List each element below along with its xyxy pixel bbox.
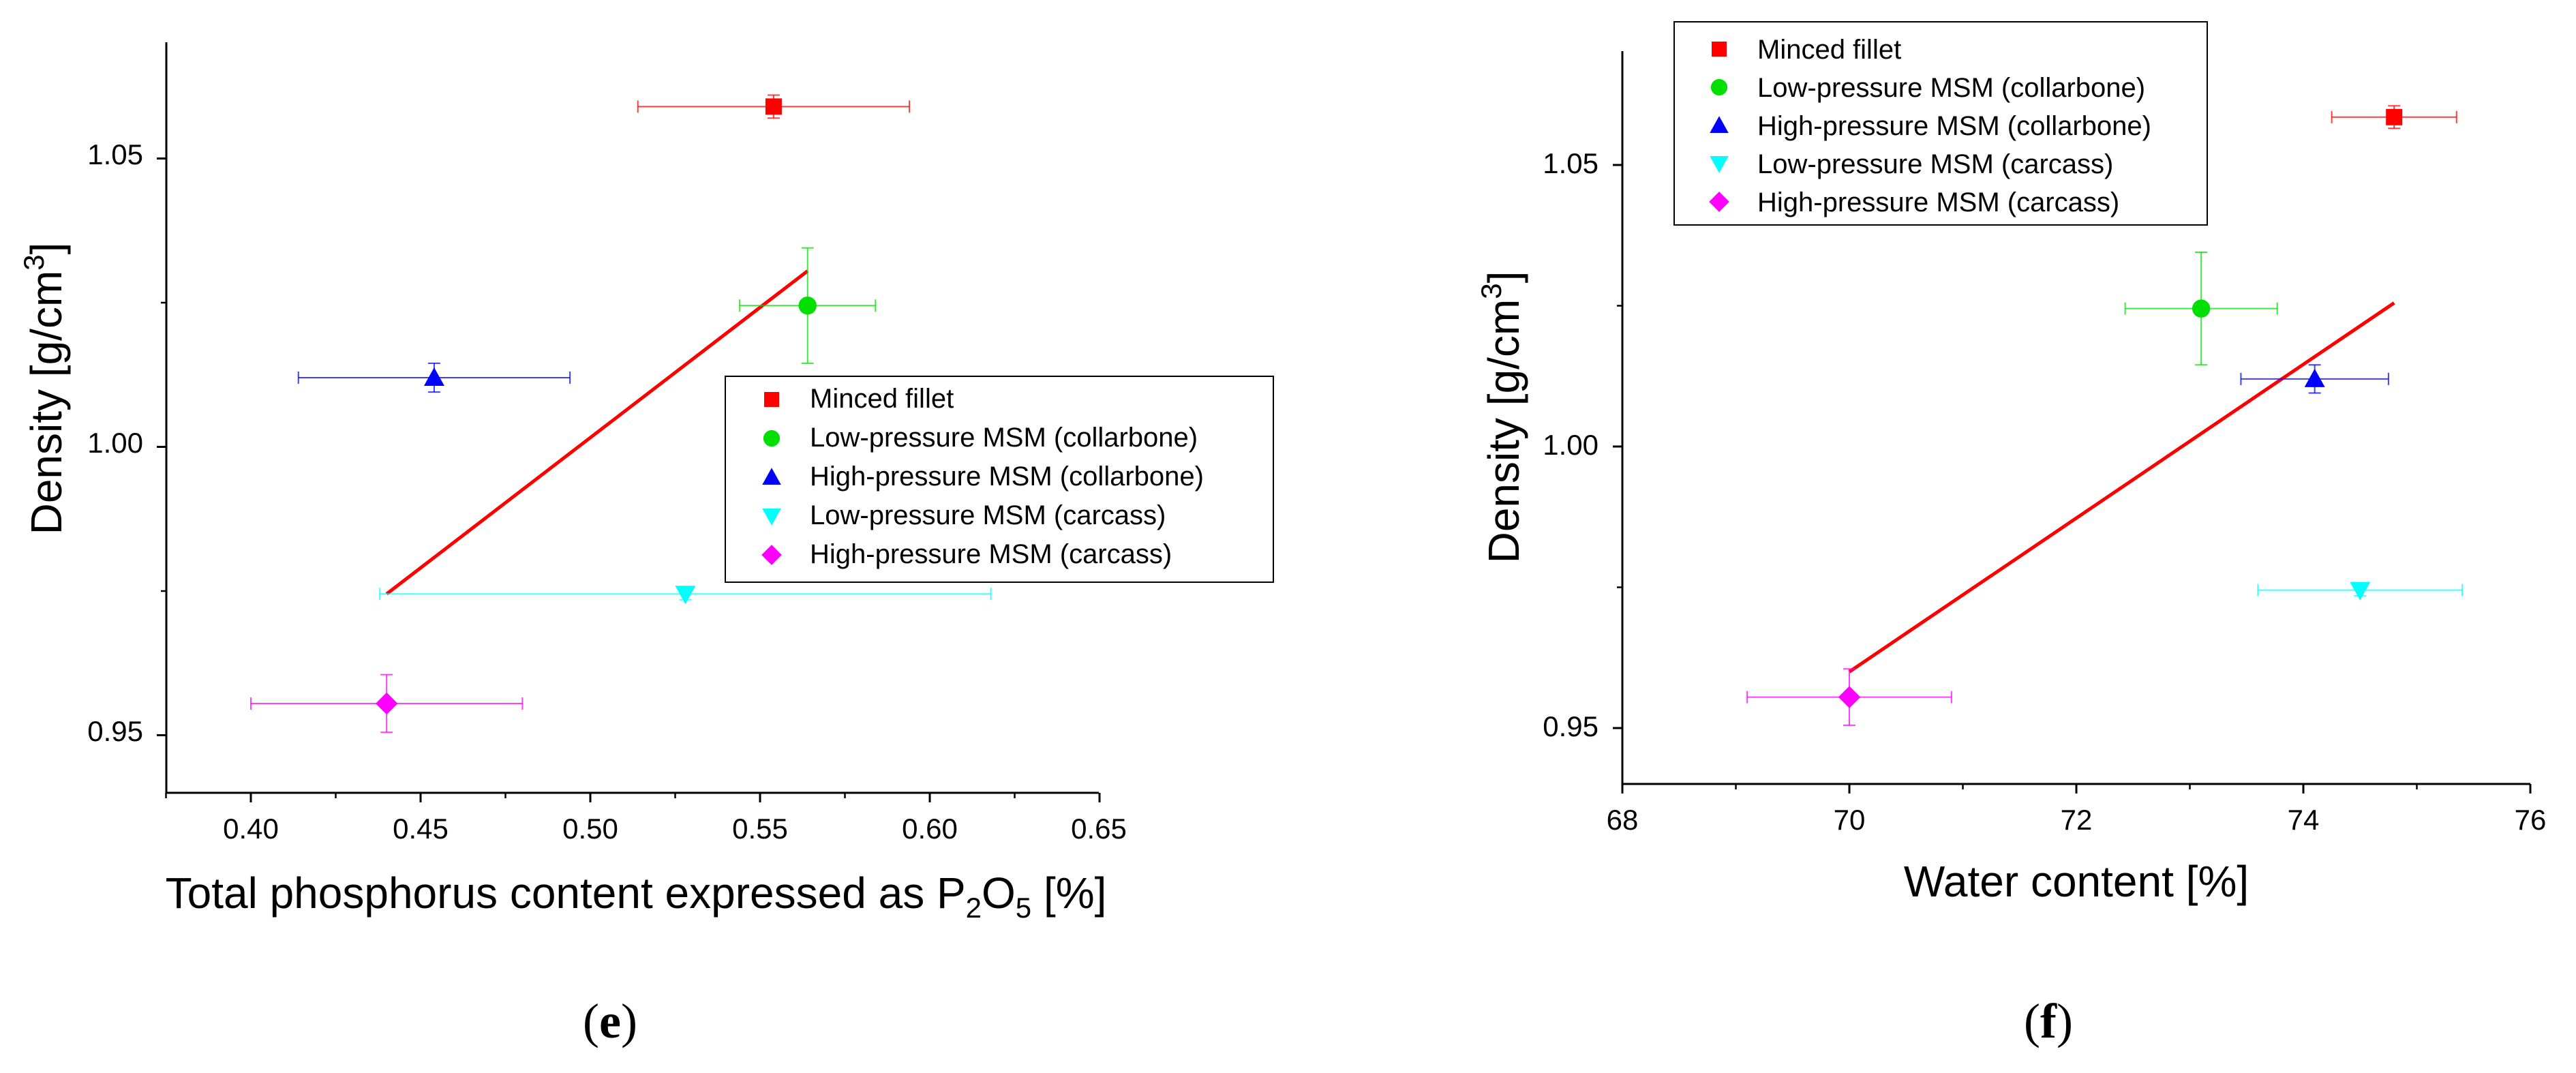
e-legend-symbol-2 <box>762 468 781 485</box>
e-x-tick-label-4: 0.60 <box>902 813 958 845</box>
f-legend-symbols <box>1709 42 1729 212</box>
e-legend: Minced fillet Low-pressure MSM (collarbo… <box>725 376 1274 583</box>
f-axis-ticks <box>1613 164 2532 794</box>
e-legend-symbol-1 <box>763 429 781 447</box>
e-fit-layer <box>385 269 809 596</box>
e-y-tick-label-1: 1.00 <box>87 427 143 459</box>
f-y-axis-title: Density [g/cm3] <box>1475 271 1528 564</box>
f-x-tick-label-2: 72 <box>2061 804 2093 836</box>
e-x-tick-label-2: 0.50 <box>562 813 618 845</box>
f-legend-symbol-2 <box>1710 116 1729 133</box>
e-marker-3 <box>675 586 696 605</box>
f-legend: Minced fillet Low-pressure MSM (collarbo… <box>1673 21 2208 226</box>
f-point-4 <box>1746 668 1952 726</box>
f-point-0 <box>2331 105 2457 130</box>
f-legend-label-2: High-pressure MSM (collarbone) <box>1757 111 2151 141</box>
f-legend-symbol-1 <box>1710 78 1728 96</box>
e-point-4 <box>250 674 524 734</box>
e-x-tick-label-3: 0.55 <box>732 813 788 845</box>
e-x-tick-label-0: 0.40 <box>223 813 279 845</box>
f-x-tick-label-3: 74 <box>2288 804 2320 836</box>
f-marker-2 <box>2304 368 2325 387</box>
e-marker-2 <box>423 367 444 386</box>
chart-panel-f: 0.95 1.00 1.05 68 70 72 74 76 Water cont… <box>1475 21 2547 1048</box>
e-legend-label-0: Minced fillet <box>810 384 954 414</box>
f-legend-label-4: High-pressure MSM (carcass) <box>1757 187 2119 217</box>
e-legend-label-4: High-pressure MSM (carcass) <box>810 539 1172 569</box>
e-point-3 <box>379 586 992 605</box>
e-legend-box <box>725 376 1274 583</box>
e-x-tick-label-5: 0.65 <box>1071 813 1127 845</box>
f-panel-label: (f) <box>2024 994 2073 1048</box>
f-marker-0 <box>2386 108 2403 125</box>
f-y-tick-label-2: 1.05 <box>1543 147 1598 179</box>
e-point-0 <box>637 94 911 119</box>
e-axis-ticks <box>157 157 1101 802</box>
f-marker-1 <box>2192 299 2211 318</box>
f-data-layer <box>1746 105 2464 726</box>
f-legend-label-0: Minced fillet <box>1757 35 1901 65</box>
f-x-tick-label-0: 68 <box>1607 804 1639 836</box>
f-legend-symbol-0 <box>1712 42 1727 57</box>
e-point-2 <box>297 362 571 393</box>
f-x-tick-label-4: 76 <box>2515 804 2547 836</box>
f-fit-line <box>1848 301 2395 674</box>
f-x-tick-label-1: 70 <box>1834 804 1866 836</box>
f-legend-label-1: Low-pressure MSM (collarbone) <box>1757 73 2145 103</box>
e-legend-symbol-0 <box>764 392 779 407</box>
e-marker-1 <box>798 297 817 315</box>
e-fit-line <box>385 269 809 596</box>
e-x-axis-title: Total phosphorus content expressed as P2… <box>166 868 1107 924</box>
f-x-axis-title: Water content [%] <box>1904 857 2249 906</box>
f-legend-box <box>1673 21 2208 226</box>
e-legend-label-1: Low-pressure MSM (collarbone) <box>810 423 1198 453</box>
e-data-layer <box>250 94 992 734</box>
f-y-tick-label-1: 1.00 <box>1543 429 1598 461</box>
e-panel-label: (e) <box>583 994 637 1048</box>
e-y-axis-title: Density [g/cm3] <box>18 243 71 535</box>
e-x-tick-label-1: 0.45 <box>393 813 449 845</box>
e-marker-4 <box>376 692 398 715</box>
chart-panel-e: 0.95 1.00 1.05 0.40 0.45 0.50 0.55 0.60 … <box>18 42 1274 1048</box>
e-y-tick-label-2: 1.05 <box>87 138 143 170</box>
e-legend-symbol-3 <box>762 509 781 526</box>
f-point-1 <box>2124 252 2278 366</box>
f-point-3 <box>2257 581 2464 601</box>
e-y-tick-label-0: 0.95 <box>87 715 143 747</box>
f-legend-label-3: Low-pressure MSM (carcass) <box>1757 149 2113 179</box>
e-point-1 <box>739 247 877 364</box>
f-y-tick-label-0: 0.95 <box>1543 710 1598 742</box>
e-legend-label-2: High-pressure MSM (collarbone) <box>810 462 1204 492</box>
f-marker-3 <box>2350 581 2371 601</box>
e-legend-label-3: Low-pressure MSM (carcass) <box>810 500 1166 530</box>
f-legend-symbol-3 <box>1710 156 1729 173</box>
e-marker-0 <box>765 98 782 115</box>
f-point-2 <box>2240 364 2389 394</box>
f-legend-symbol-4 <box>1709 192 1729 212</box>
e-legend-symbols <box>761 392 782 565</box>
e-legend-symbol-4 <box>761 545 782 565</box>
f-marker-4 <box>1838 686 1861 708</box>
f-fit-layer <box>1848 301 2395 674</box>
